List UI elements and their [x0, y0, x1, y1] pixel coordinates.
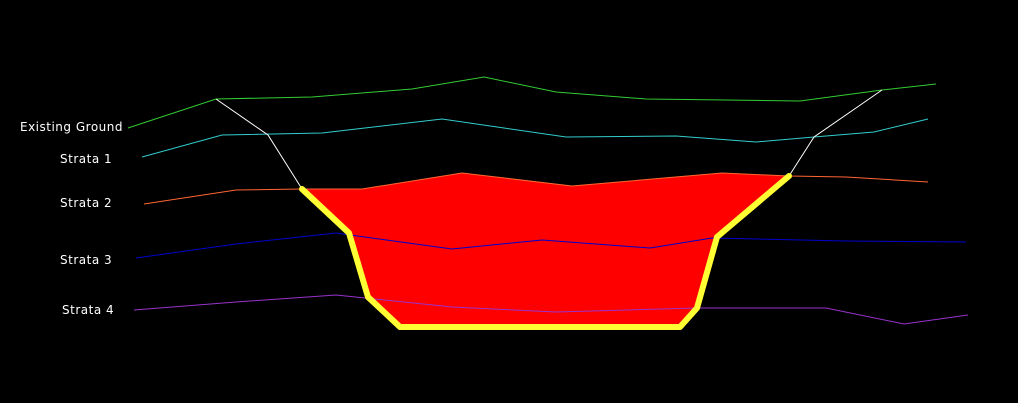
excavation-outline: [299, 173, 792, 330]
label-strata-3: Strata 3: [60, 253, 112, 267]
label-strata-4: Strata 4: [62, 303, 114, 317]
strata-1-line: [141, 118, 929, 158]
excavation-fill: [302, 173, 789, 327]
strata-3-line: [135, 232, 967, 259]
left-batter-line: [215, 98, 303, 190]
label-existing-ground: Existing Ground: [20, 120, 123, 134]
existing-ground-line: [127, 76, 937, 129]
strata-4-line: [133, 294, 969, 325]
right-batter-line: [788, 89, 883, 177]
label-strata-1: Strata 1: [60, 152, 112, 166]
strata-2-line: [143, 172, 929, 205]
label-strata-2: Strata 2: [60, 196, 112, 210]
